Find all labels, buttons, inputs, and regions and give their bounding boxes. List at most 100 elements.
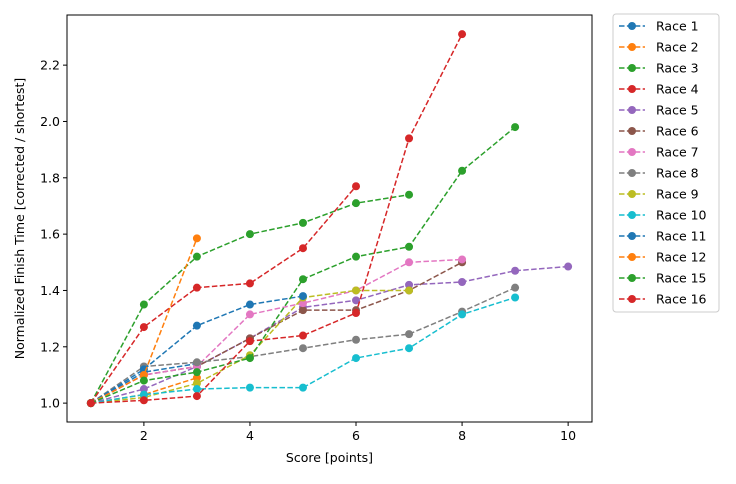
data-point [139, 396, 148, 405]
y-tick-label: 1.4 [40, 283, 60, 298]
legend-marker [628, 211, 636, 219]
legend-label: Race 11 [656, 229, 707, 244]
legend-label: Race 9 [656, 187, 699, 202]
legend-label: Race 4 [656, 82, 699, 97]
data-point [139, 300, 148, 309]
data-point [298, 344, 307, 353]
legend-label: Race 2 [656, 40, 699, 55]
x-axis-label: Score [points] [286, 450, 373, 465]
data-point [511, 293, 520, 302]
legend-label: Race 1 [656, 19, 699, 34]
data-point [405, 286, 414, 295]
legend-label: Race 6 [656, 124, 699, 139]
legend-label: Race 8 [656, 166, 699, 181]
y-axis-label: Normalized Finish Time [corrected / shor… [12, 78, 27, 360]
data-point [352, 182, 361, 191]
data-point [405, 344, 414, 353]
data-point [192, 283, 201, 292]
data-point [458, 310, 467, 319]
data-point [298, 244, 307, 253]
x-tick-label: 6 [352, 428, 360, 443]
data-point [352, 296, 361, 305]
data-point [245, 300, 254, 309]
data-point [511, 283, 520, 292]
data-point [298, 299, 307, 308]
data-point [298, 383, 307, 392]
legend-marker [628, 148, 636, 156]
legend-label: Race 3 [656, 61, 699, 76]
data-point [139, 370, 148, 379]
data-point [192, 385, 201, 394]
legend-box [612, 13, 720, 313]
legend-label: Race 10 [656, 208, 707, 223]
data-point [352, 286, 361, 295]
y-tick-label: 1.0 [40, 396, 60, 411]
series-line [90, 185, 357, 404]
data-point [352, 335, 361, 344]
series-line [90, 265, 569, 404]
plot-frame [66, 14, 593, 423]
data-point [405, 280, 414, 289]
data-point [245, 383, 254, 392]
data-point [245, 337, 254, 346]
legend-marker [628, 64, 636, 72]
data-point [192, 373, 201, 382]
data-point [298, 331, 307, 340]
data-point [245, 354, 254, 363]
data-point [192, 234, 201, 243]
data-point [405, 330, 414, 339]
y-tick-label: 1.6 [40, 227, 60, 242]
y-tick-label: 1.2 [40, 339, 60, 354]
data-point [192, 379, 201, 388]
data-point [405, 242, 414, 251]
legend-marker [628, 295, 636, 303]
data-point [139, 385, 148, 394]
legend-marker [628, 85, 636, 93]
data-point [458, 255, 467, 264]
x-tick-label: 4 [246, 428, 254, 443]
legend-marker [628, 43, 636, 51]
legend-label: Race 16 [656, 292, 707, 307]
data-point [245, 310, 254, 319]
data-point [139, 390, 148, 399]
data-point [352, 199, 361, 208]
legend-marker [628, 169, 636, 177]
data-point [192, 392, 201, 401]
x-tick-label: 10 [560, 428, 576, 443]
data-point [86, 399, 95, 408]
data-point [139, 376, 148, 385]
legend-label: Race 7 [656, 145, 699, 160]
series-line [90, 296, 516, 404]
data-point [298, 306, 307, 315]
legend-marker [628, 106, 636, 114]
data-point [298, 275, 307, 284]
data-point [511, 123, 520, 132]
data-point [245, 230, 254, 239]
legend-label: Race 12 [656, 250, 707, 265]
legend-marker [628, 22, 636, 30]
data-point [352, 308, 361, 317]
data-point [192, 321, 201, 330]
x-tick-label: 2 [140, 428, 148, 443]
data-point [352, 252, 361, 261]
data-point [405, 258, 414, 267]
data-point [192, 368, 201, 377]
series-line [90, 362, 198, 404]
data-point [458, 278, 467, 287]
series-line [90, 33, 463, 404]
series-line [90, 258, 463, 404]
x-tick-label: 8 [458, 428, 466, 443]
data-point [458, 166, 467, 175]
series-line [90, 126, 516, 404]
legend-marker [628, 274, 636, 282]
y-tick-label: 1.8 [40, 170, 60, 185]
legend-label: Race 5 [656, 103, 699, 118]
data-point [298, 218, 307, 227]
data-point [192, 252, 201, 261]
data-point [192, 358, 201, 367]
legend-label: Race 15 [656, 271, 707, 286]
data-point [298, 292, 307, 301]
y-tick-label: 2.0 [40, 114, 60, 129]
data-point [405, 134, 414, 143]
